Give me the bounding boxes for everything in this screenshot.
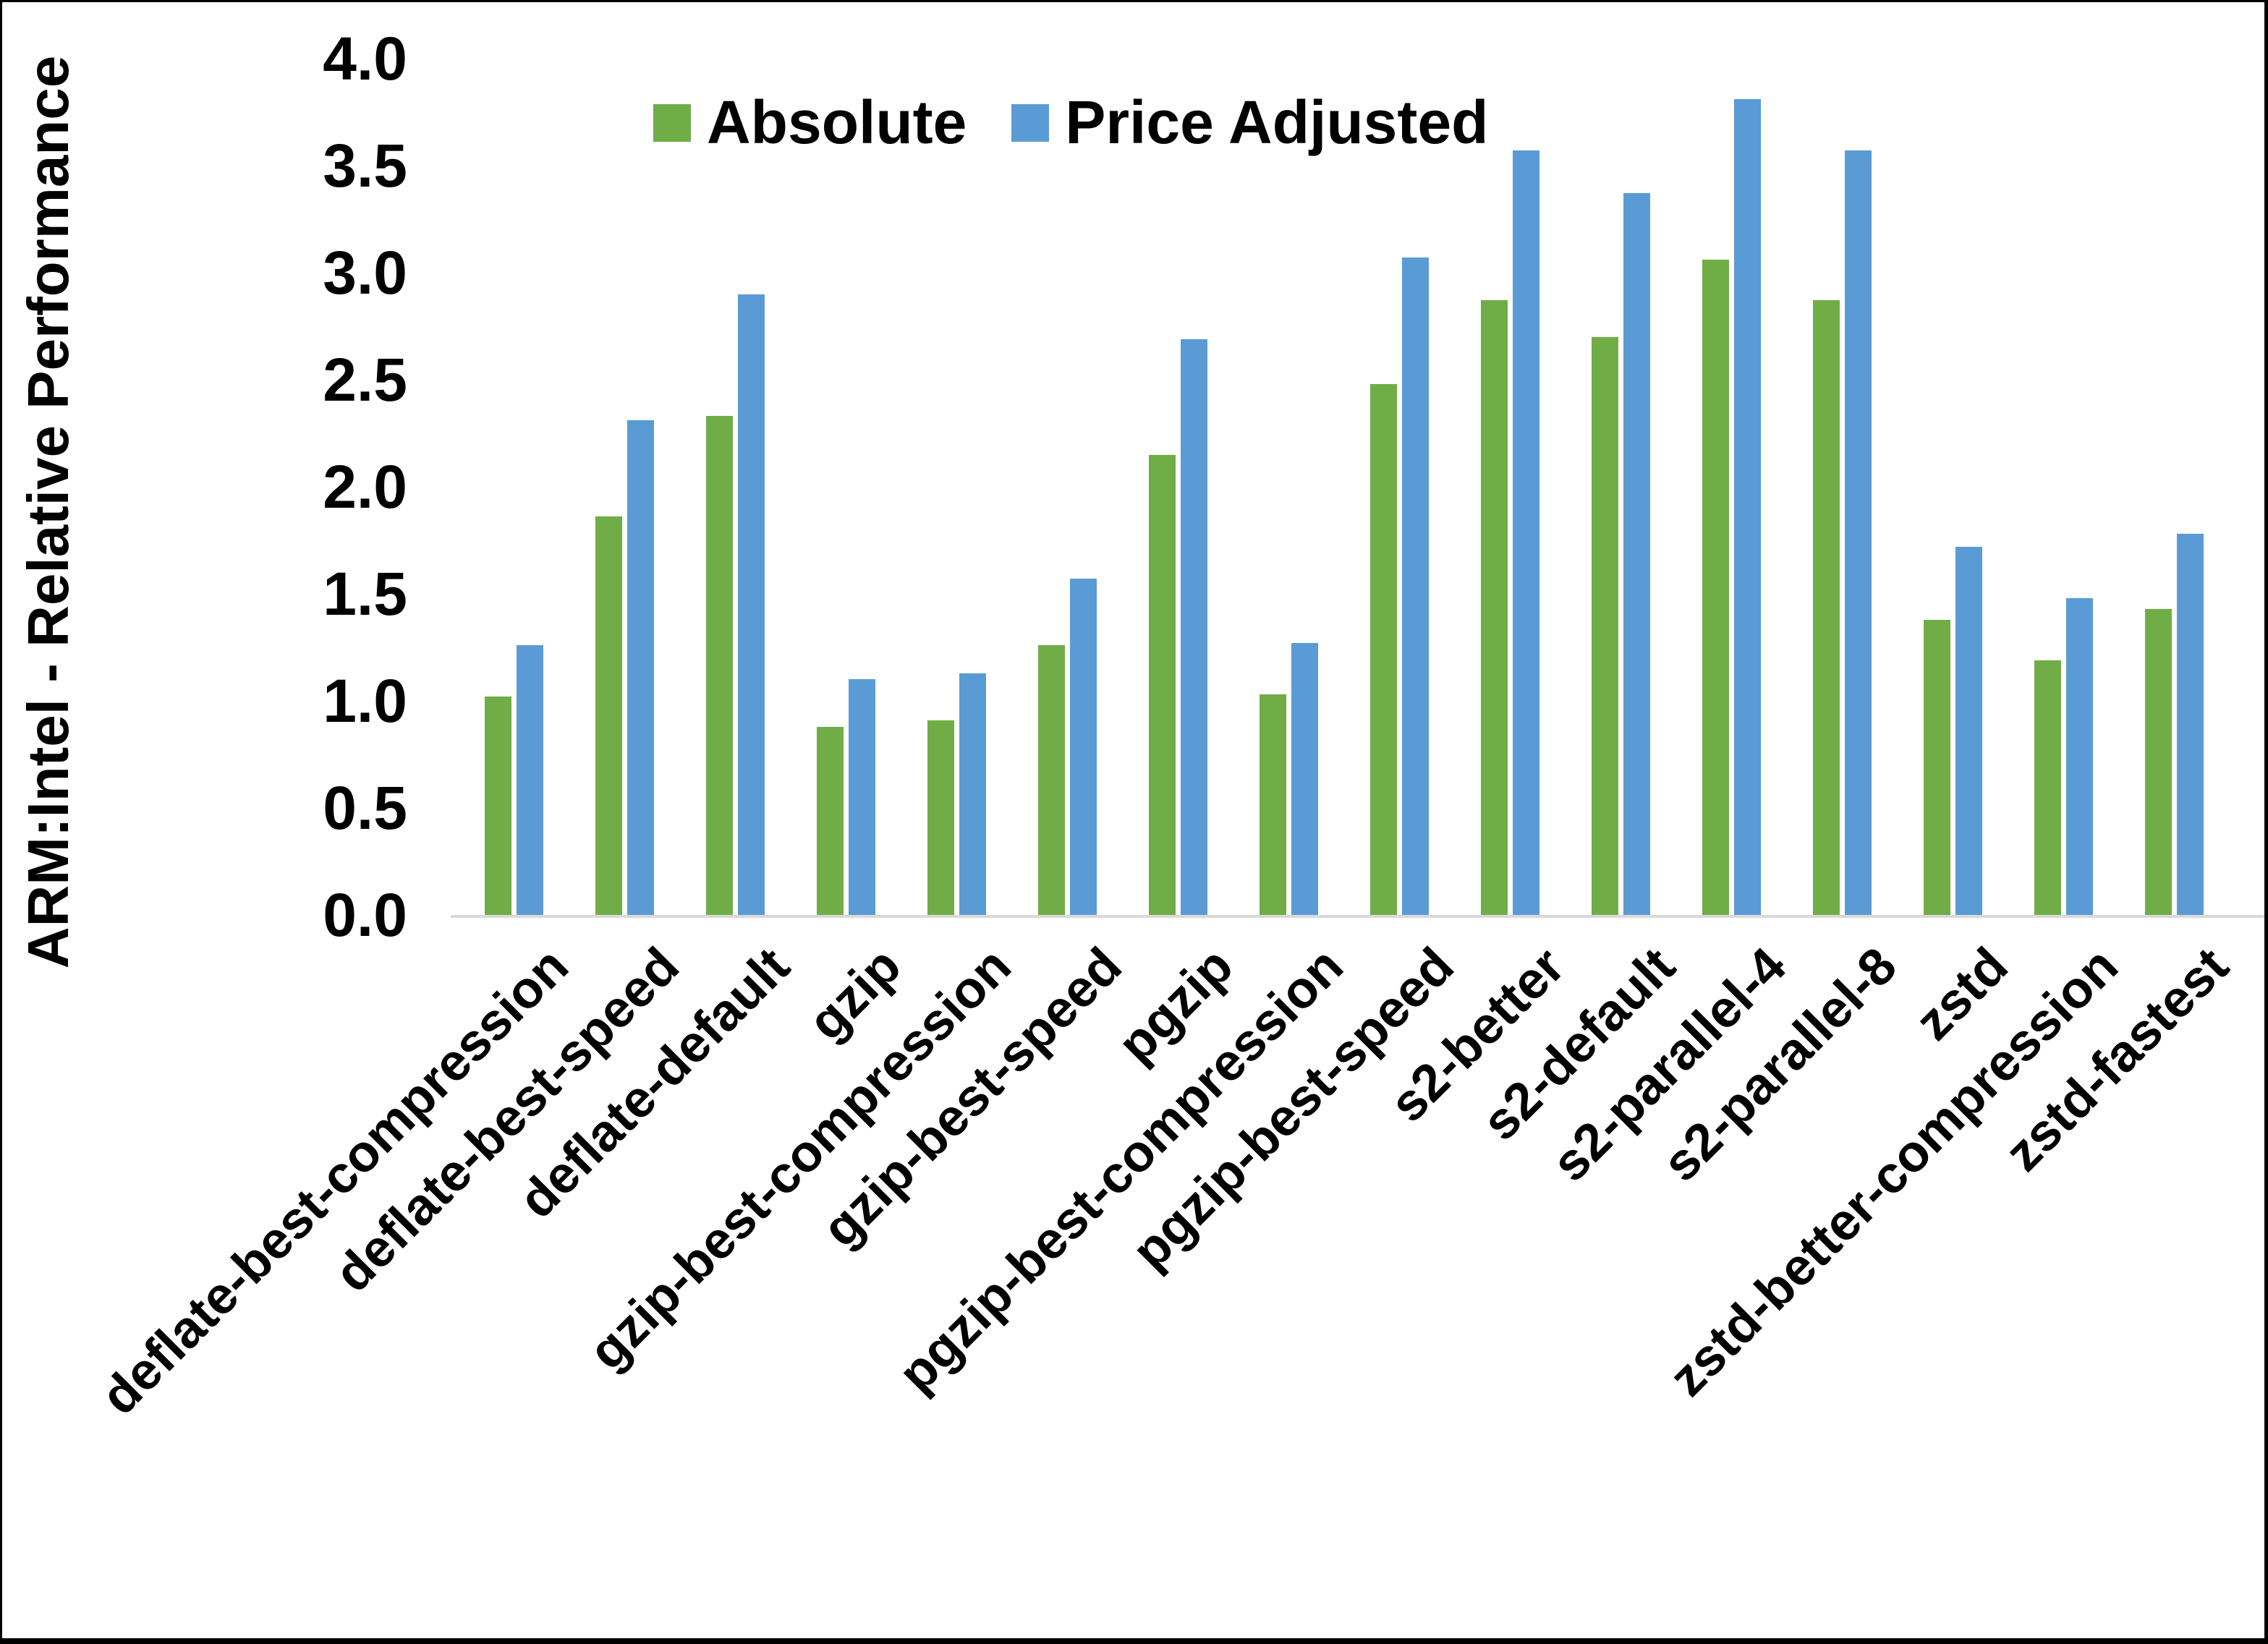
bar-absolute-zstd [1924, 620, 1950, 915]
y-tick-label: 0.5 [323, 774, 407, 842]
bar-price-adjusted-s2-default [1623, 193, 1650, 915]
bar-price-adjusted-deflate-default [738, 294, 765, 915]
bar-absolute-s2-parallel-4 [1702, 260, 1729, 915]
bar-price-adjusted-zstd-fastest [2177, 534, 2204, 915]
y-tick-label: 0.0 [323, 881, 407, 949]
legend-label-price-adjusted: Price Adjusted [1065, 88, 1489, 156]
bar-absolute-s2-parallel-8 [1813, 300, 1840, 915]
y-tick-label: 2.0 [323, 453, 407, 521]
y-tick-label: 4.0 [323, 25, 407, 93]
bar-price-adjusted-gzip-best-speed [1070, 579, 1097, 915]
y-tick-label: 1.5 [323, 560, 407, 628]
bar-absolute-gzip [817, 727, 844, 915]
x-axis-line [451, 915, 2264, 918]
bar-price-adjusted-s2-better [1513, 150, 1539, 915]
bar-price-adjusted-gzip-best-compression [959, 673, 986, 915]
bar-absolute-pgzip-best-speed [1370, 384, 1397, 915]
legend-label-absolute: Absolute [707, 88, 967, 156]
bar-price-adjusted-s2-parallel-8 [1845, 150, 1872, 915]
bar-absolute-pgzip [1149, 455, 1176, 915]
bar-price-adjusted-pgzip-best-speed [1402, 257, 1429, 915]
bar-price-adjusted-deflate-best-compression [517, 645, 543, 915]
bar-price-adjusted-zstd [1955, 547, 1982, 915]
x-category-label: deflate-best-compression [90, 937, 580, 1426]
bar-price-adjusted-gzip [849, 679, 875, 915]
legend-swatch-price-adjusted-icon [1011, 103, 1050, 142]
bar-absolute-gzip-best-speed [1038, 645, 1065, 915]
bar-price-adjusted-deflate-best-speed [627, 420, 654, 915]
y-tick-label: 3.5 [323, 132, 407, 200]
bar-absolute-zstd-fastest [2145, 609, 2172, 915]
bar-price-adjusted-zstd-better-compression [2066, 598, 2093, 915]
bar-absolute-deflate-best-speed [595, 516, 622, 915]
bar-absolute-pgzip-best-compression [1260, 694, 1286, 915]
y-tick-label: 2.5 [323, 346, 407, 414]
y-tick-label: 1.0 [323, 667, 407, 735]
bar-absolute-deflate-default [706, 416, 733, 915]
bar-absolute-s2-better [1481, 300, 1508, 915]
y-axis-title: ARM:Intel - Relative Performance [16, 55, 80, 969]
bar-price-adjusted-pgzip-best-compression [1291, 643, 1318, 915]
bar-absolute-s2-default [1592, 337, 1618, 915]
bar-price-adjusted-s2-parallel-4 [1734, 99, 1761, 915]
bar-price-adjusted-pgzip [1181, 339, 1207, 915]
bar-absolute-zstd-better-compression [2034, 660, 2061, 915]
legend: Absolute Price Adjusted [653, 88, 1517, 158]
y-tick-label: 3.0 [323, 239, 407, 307]
legend-swatch-absolute-icon [653, 103, 691, 142]
bar-absolute-gzip-best-compression [927, 720, 954, 915]
bar-absolute-deflate-best-compression [485, 697, 511, 915]
